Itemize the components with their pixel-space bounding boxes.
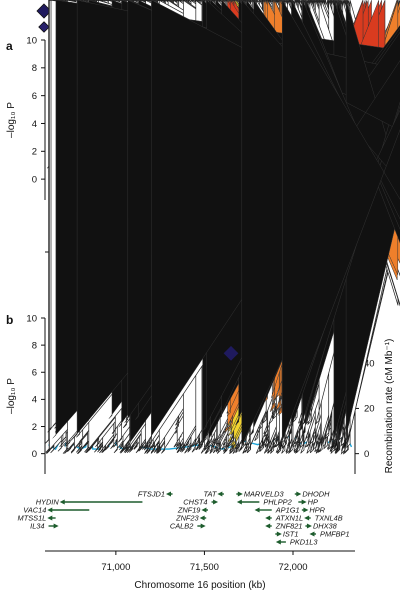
- gene-strand-arrow: [304, 515, 310, 521]
- gene-label: ZNF23: [175, 514, 199, 523]
- panel-letter: a: [6, 39, 13, 53]
- gene-label: DHX38: [313, 522, 338, 531]
- gene-label: PHLPP2: [263, 498, 291, 507]
- gene-label: AP1G1: [275, 506, 300, 515]
- gene-label: TAT: [203, 490, 216, 499]
- y2-tick-label: 0: [364, 449, 369, 460]
- gene-label: DHODH: [302, 490, 330, 499]
- gene-strand-arrow: [236, 499, 242, 505]
- panel-letter: b: [6, 313, 13, 327]
- y-tick-label: 10: [26, 35, 37, 46]
- y-tick-label: 0: [32, 174, 37, 185]
- gene-label: CHST4: [183, 498, 207, 507]
- gene-strand-arrow: [275, 539, 281, 545]
- gene-strand-arrow: [47, 515, 53, 521]
- y-tick-label: 4: [32, 119, 37, 130]
- gene-label: FTSJD1: [138, 490, 165, 499]
- gene-strand-arrow: [47, 507, 53, 513]
- gene-strand-arrow: [213, 499, 219, 505]
- legend-swatch-4: [38, 21, 50, 33]
- gene-label: IL34: [30, 522, 44, 531]
- y-tick-label: 8: [32, 63, 37, 74]
- gene-strand-arrow: [296, 491, 302, 497]
- y-tick-label: 10: [26, 313, 37, 324]
- y-tick-label: 4: [32, 395, 37, 406]
- gene-label: HPR: [309, 506, 325, 515]
- x-tick-label: 71,000: [101, 562, 130, 573]
- gene-label: HP: [308, 498, 318, 507]
- gene-strand-arrow: [309, 531, 315, 537]
- gene-strand-arrow: [303, 507, 309, 513]
- gene-label: ZNF19: [177, 506, 201, 515]
- y-axis-label: –log₁₀ P: [6, 378, 17, 414]
- gene-label: HYDIN: [36, 498, 60, 507]
- gene-strand-arrow: [301, 499, 307, 505]
- y2-tick-label: 20: [364, 404, 375, 415]
- gene-label: MARVELD3: [244, 490, 285, 499]
- x-tick-label: 71,500: [190, 562, 219, 573]
- gene-label: TXNL4B: [315, 514, 343, 523]
- gene-strand-arrow: [306, 523, 312, 529]
- gene-strand-arrow: [166, 491, 171, 497]
- gene-label: MTSS1L: [18, 514, 47, 523]
- gene-label: ATXN1L: [275, 514, 303, 523]
- gene-strand-arrow: [200, 523, 206, 529]
- gene-strand-arrow: [59, 499, 65, 505]
- gene-strand-arrow: [237, 491, 243, 497]
- best-hit-point: [222, 344, 240, 362]
- y-tick-label: 2: [32, 422, 37, 433]
- x-tick-label: 72,000: [278, 562, 307, 573]
- y-tick-label: 8: [32, 340, 37, 351]
- y-tick-label: 2: [32, 147, 37, 158]
- gene-strand-arrow: [265, 523, 271, 529]
- gene-strand-arrow: [53, 523, 59, 529]
- gene-label: PMFBP1: [320, 530, 350, 539]
- y2-axis-label: Recombination rate (cM Mb⁻¹): [384, 339, 395, 474]
- x-axis-label: Chromosome 16 position (kb): [134, 580, 265, 591]
- gene-strand-arrow: [265, 515, 271, 521]
- gene-strand-arrow: [254, 507, 260, 513]
- gene-label: PKD1L3: [290, 538, 318, 547]
- gene-label: ZNF821: [275, 522, 303, 531]
- y-axis-label: –log₁₀ P: [6, 102, 17, 138]
- y-tick-label: 6: [32, 368, 37, 379]
- gene-strand-arrow: [201, 507, 207, 513]
- gene-strand-arrow: [217, 491, 223, 497]
- gene-strand-arrow: [199, 515, 205, 521]
- gene-label: CALB2: [170, 522, 193, 531]
- y-tick-label: 6: [32, 91, 37, 102]
- gene-label: IST1: [283, 530, 299, 539]
- y2-tick-label: 40: [364, 359, 375, 370]
- gene-label: VAC14: [23, 506, 46, 515]
- snp-point-gwa: [278, 0, 400, 450]
- y-tick-label: 0: [32, 449, 37, 460]
- gene-strand-arrow: [276, 531, 282, 537]
